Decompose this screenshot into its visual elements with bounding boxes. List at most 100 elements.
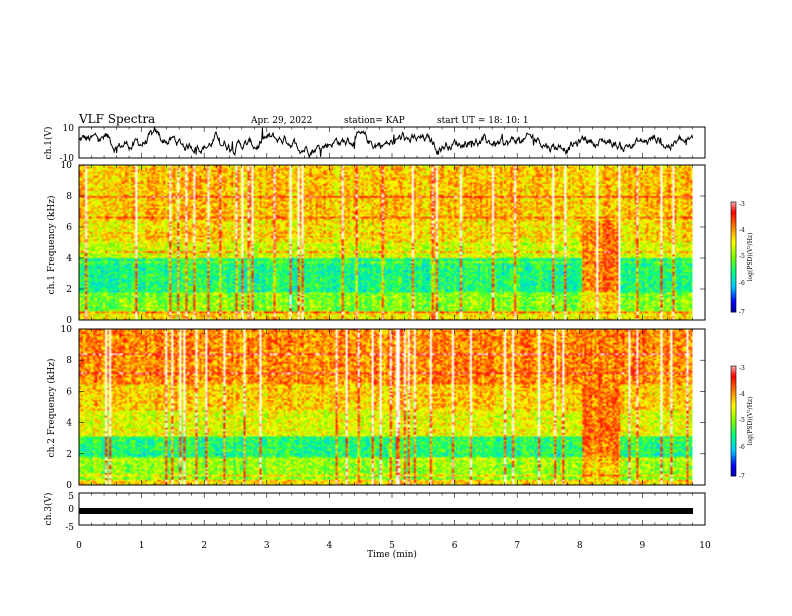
colorbar-swatch <box>731 428 736 432</box>
ch3-trace <box>79 508 693 514</box>
cb1-tick-4: -6 <box>739 280 745 287</box>
y-tick-label: 8 <box>66 356 72 366</box>
x-tick-label: 8 <box>577 541 583 551</box>
colorbar-swatch <box>731 426 736 429</box>
cb2-tick-3: -5 <box>739 417 745 424</box>
colorbar-swatch <box>731 264 736 268</box>
colorbar-swatch <box>731 436 736 439</box>
colorbar-swatch <box>731 249 736 253</box>
colorbar-swatch <box>731 227 736 230</box>
cb2-tick-top: -3 <box>739 365 745 372</box>
ch3-ytick-bottom: -5 <box>65 523 74 533</box>
colorbar-swatch <box>731 431 736 434</box>
ch1-panel: 10 -10 ch.1(V) <box>43 124 706 164</box>
colorbar-swatch <box>731 466 736 469</box>
colorbar-swatch <box>731 272 736 275</box>
ch1-trace <box>78 126 693 159</box>
colorbar-swatch <box>731 423 736 427</box>
colorbar-swatch <box>731 202 736 205</box>
ch2-colorbar: -3 -4 -5 -6 -7 log(PSD)(V²/Hz) <box>730 365 754 480</box>
colorbar-swatch <box>731 471 736 474</box>
colorbar-swatch <box>731 252 736 255</box>
figure-title: VLF Spectra <box>78 112 155 126</box>
colorbar-swatch <box>731 239 736 243</box>
y-tick-label: 10 <box>61 161 73 171</box>
colorbar-swatch <box>731 237 736 240</box>
colorbar-swatch <box>731 381 736 384</box>
spectrogram-image <box>79 329 693 485</box>
colorbar-swatch <box>731 274 736 278</box>
colorbar-swatch <box>731 456 736 459</box>
colorbar-swatch <box>731 212 736 215</box>
colorbar-swatch <box>731 421 736 424</box>
colorbar-swatch <box>731 416 736 419</box>
colorbar-swatch <box>731 411 736 414</box>
colorbar-swatch <box>731 309 736 313</box>
cb1-label: log(PSD)(V²/Hz) <box>747 233 754 282</box>
cb2-tick-2: -4 <box>739 391 745 398</box>
colorbar-swatch <box>731 219 736 223</box>
colorbar-swatch <box>731 242 736 245</box>
x-tick-label: 2 <box>201 541 207 551</box>
colorbar-swatch <box>731 391 736 394</box>
colorbar-swatch <box>731 254 736 258</box>
colorbar-swatch <box>731 451 736 454</box>
ch2-spectrogram-xticks <box>78 329 706 485</box>
x-tick-label: 7 <box>514 541 520 551</box>
ch3-ylabel: ch.3(V) <box>43 493 54 526</box>
y-tick-label: 10 <box>61 325 73 335</box>
ch1-spectrogram-cells <box>79 165 693 320</box>
y-tick-label: 4 <box>66 419 72 429</box>
colorbar-swatch <box>731 393 736 397</box>
x-axis-label: Time (min) <box>367 549 417 560</box>
y-tick-label: 6 <box>66 387 72 397</box>
colorbar-swatch <box>731 292 736 295</box>
colorbar-swatch <box>731 418 736 422</box>
colorbar-swatch <box>731 376 736 379</box>
colorbar-swatch <box>731 297 736 300</box>
colorbar-swatch <box>731 259 736 263</box>
x-tick-label: 0 <box>76 541 82 551</box>
colorbar-swatch <box>731 448 736 452</box>
colorbar-swatch <box>731 257 736 260</box>
date-label: Apr. 29, 2022 <box>250 116 312 126</box>
colorbar-swatch <box>731 438 736 442</box>
y-tick-label: 0 <box>66 481 72 491</box>
colorbar-swatch <box>731 232 736 235</box>
cb1-tick-2: -4 <box>739 227 745 234</box>
colorbar-swatch <box>731 209 736 213</box>
cb2-label: log(PSD)(V²/Hz) <box>747 397 754 446</box>
ch1-spectrogram-xticks <box>78 165 706 320</box>
y-tick-label: 4 <box>66 254 72 264</box>
ch2-spectrogram-yticks: 0 2 4 6 8 10 <box>61 325 705 491</box>
colorbar-swatch <box>731 214 736 218</box>
colorbar-swatch <box>731 229 736 233</box>
y-tick-label: 6 <box>66 223 72 233</box>
colorbar-swatch <box>731 388 736 392</box>
colorbar-swatch <box>731 408 736 412</box>
colorbar-swatch <box>731 279 736 283</box>
colorbar-swatch <box>731 277 736 280</box>
colorbar-swatch <box>731 368 736 372</box>
ch3-ytick-top: 5 <box>68 492 74 502</box>
colorbar-swatch <box>731 224 736 228</box>
ch1-spectrogram-panel: 0 2 4 6 8 10 ch.1 Frequency (kHz) <box>46 161 706 326</box>
y-tick-label: 8 <box>66 192 72 202</box>
ch1-xticks <box>78 127 706 158</box>
colorbar-swatch <box>731 244 736 248</box>
colorbar-swatch <box>731 401 736 404</box>
colorbar-swatch <box>731 222 736 225</box>
start-ut-label: start UT = 18: 10: 1 <box>437 116 529 126</box>
ch1-ytick-top: 10 <box>63 124 75 134</box>
colorbar-swatch <box>731 373 736 377</box>
colorbar-swatch <box>731 461 736 464</box>
station-label: station= KAP <box>344 116 405 126</box>
x-tick-label: 4 <box>327 541 333 551</box>
colorbar-swatch <box>731 247 736 250</box>
x-tick-label: 6 <box>452 541 458 551</box>
cb2-tick-4: -6 <box>739 444 745 451</box>
ch1-colorbar: -3 -4 -5 -6 -7 log(PSD)(V²/Hz) <box>730 201 754 316</box>
colorbar-swatch <box>731 403 736 407</box>
colorbar-swatch <box>731 378 736 382</box>
